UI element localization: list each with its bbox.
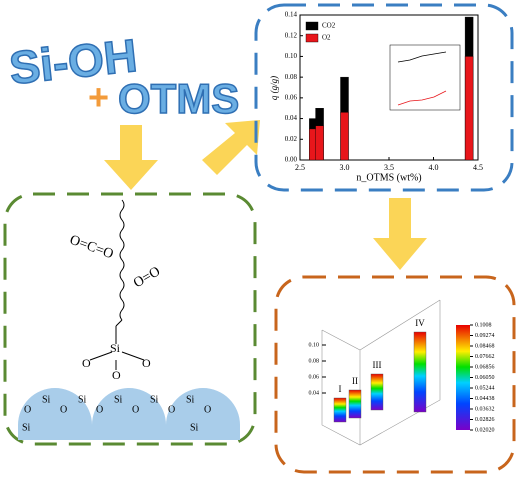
colorbar-label: 0.05244 (475, 385, 495, 391)
chart-box (254, 3, 514, 192)
bar (464, 56, 474, 161)
y-tick-label: 0.04 (285, 114, 298, 122)
bar3d-label: I (339, 384, 342, 394)
y-tick-label: 0.14 (285, 11, 298, 19)
x-tick-label: 4.5 (473, 163, 483, 172)
legend-label: O2 (322, 34, 331, 42)
colorbar-label: 0.09274 (475, 333, 495, 339)
reactant-label: Si-OH (7, 29, 140, 94)
legend-swatch (305, 21, 319, 31)
surface-atom: O (168, 404, 175, 415)
colorbar-label: 0.04438 (475, 396, 495, 402)
surface-atom: O (24, 404, 31, 415)
surface-atom: Si (22, 422, 31, 433)
colorbar-label: 0.06050 (475, 375, 495, 381)
surface-atom: O (96, 404, 103, 415)
methoxy-left: O (82, 356, 91, 370)
inset (389, 44, 461, 111)
bar3d (333, 397, 347, 423)
surface-atom: Si (186, 394, 195, 405)
methoxy-right: O (142, 356, 151, 370)
arrow-diagonal (202, 120, 260, 175)
surface-atom: O (204, 404, 211, 415)
z-tick-label: 0.08 (309, 358, 320, 364)
y-tick-label: 0.10 (285, 52, 298, 60)
arrow-down (104, 125, 158, 190)
bonds (89, 326, 145, 370)
surface-atom: Si (42, 394, 51, 405)
legend-swatch (305, 33, 319, 43)
colorbar-label: 0.02020 (475, 427, 495, 433)
y-tick-label: 0.00 (285, 156, 298, 164)
x-tick-label: 4.0 (429, 163, 439, 172)
inset-line (397, 51, 447, 63)
bar3d (348, 389, 362, 419)
x-tick-label: 3.0 (340, 163, 350, 172)
co2-label: O=C=O (68, 233, 116, 263)
bar3d (370, 373, 384, 411)
colorbar-label: 0.1008 (475, 322, 492, 328)
y-tick-label: 0.08 (285, 73, 298, 81)
z-tick-label: 0.06 (309, 374, 320, 380)
colorbar-label: 0.03632 (475, 406, 495, 412)
surface-atom: Si (150, 394, 159, 405)
bar3d-label: III (373, 360, 382, 370)
z-tick-label: 0.04 (309, 390, 320, 396)
o2-label: O=O (131, 264, 163, 291)
colorbar-label: 0.08468 (475, 343, 495, 349)
inset-line (397, 90, 447, 106)
bar3d-label: II (352, 376, 358, 386)
surface-atom: Si (78, 394, 87, 405)
colorbar (456, 325, 470, 430)
surface-atom: Si (190, 422, 199, 433)
y-tick-label: 0.06 (285, 93, 298, 101)
y-tick-label: 0.02 (285, 135, 298, 143)
y-axis-label: q (g/g) (269, 76, 279, 100)
x-tick-label: 3.5 (384, 163, 394, 172)
x-tick-label: 2.5 (295, 163, 305, 172)
surface-atom: Si (114, 394, 123, 405)
plus-sign: + (88, 77, 109, 118)
surface-atom: O (60, 404, 67, 415)
link-o: O (112, 368, 121, 382)
colorbar-label: 0.06856 (475, 364, 495, 370)
y-tick-label: 0.12 (285, 31, 298, 39)
bar (340, 112, 349, 161)
si-label: Si (110, 341, 121, 355)
silica-surface (18, 388, 240, 440)
surface-atom: O (132, 404, 139, 415)
bar3d-label: IV (415, 318, 425, 328)
bar3d (413, 331, 427, 413)
legend-label: CO2 (322, 22, 336, 30)
arrow-down-right (373, 198, 427, 270)
alkyl-chain (115, 199, 125, 327)
bar (315, 125, 324, 161)
modifier-label: OTMS (118, 75, 239, 122)
colorbar-label: 0.07662 (475, 354, 495, 360)
x-axis-label: n_OTMS (wt%) (356, 172, 421, 183)
z-tick-label: 0.10 (309, 342, 320, 348)
colorbar-label: 0.02826 (475, 417, 495, 423)
